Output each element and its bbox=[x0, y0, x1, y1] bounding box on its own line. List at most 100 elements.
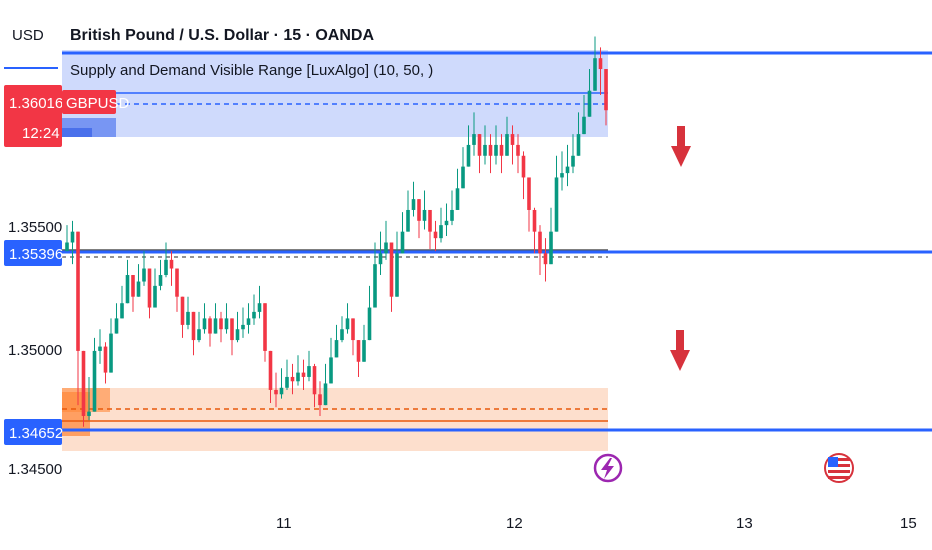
symbol-label: GBPUSD bbox=[66, 95, 130, 112]
candle-body bbox=[153, 285, 157, 308]
candle-body bbox=[318, 394, 322, 406]
candle-body bbox=[87, 411, 91, 416]
candle-body bbox=[208, 318, 212, 334]
flash-event-icon[interactable] bbox=[593, 453, 623, 483]
candle-body bbox=[593, 58, 597, 91]
candle-body bbox=[175, 268, 179, 297]
candle-body bbox=[565, 166, 570, 174]
currency-label[interactable]: USD bbox=[12, 27, 44, 44]
candle-body bbox=[224, 318, 229, 330]
candle-body bbox=[521, 155, 526, 178]
symbol-tag: GBPUSD bbox=[62, 90, 130, 114]
candle-body bbox=[362, 340, 366, 362]
candle-body bbox=[142, 268, 146, 282]
candle-body bbox=[70, 231, 75, 243]
candle-body bbox=[268, 350, 273, 390]
candle-body bbox=[202, 318, 207, 330]
candle-body bbox=[257, 303, 262, 312]
candle-body bbox=[477, 134, 482, 156]
candle-body bbox=[422, 209, 427, 221]
current-price-tag[interactable]: 1.36016 12:24 bbox=[4, 85, 63, 147]
price-tick-1: 1.35500 bbox=[8, 219, 62, 236]
level-tag-2[interactable]: 1.34652 bbox=[4, 419, 63, 445]
candle-body bbox=[499, 144, 504, 156]
candle-body bbox=[197, 329, 201, 341]
candle-body bbox=[395, 253, 399, 297]
candle-body bbox=[114, 318, 119, 334]
candle-body bbox=[147, 268, 152, 308]
candle-body bbox=[329, 357, 333, 384]
candle-body bbox=[323, 383, 328, 406]
candle-body bbox=[406, 209, 410, 232]
candle-body bbox=[356, 340, 361, 362]
candle-body bbox=[400, 231, 405, 254]
level-tag-2-value: 1.34652 bbox=[9, 425, 63, 442]
candle-body bbox=[345, 318, 350, 330]
candle-body bbox=[186, 311, 190, 325]
candle-body bbox=[191, 311, 196, 341]
candle-body bbox=[164, 259, 168, 276]
candle-body bbox=[92, 350, 97, 412]
demand-zone bbox=[62, 388, 608, 451]
candle-body bbox=[125, 275, 130, 304]
candle-body bbox=[433, 231, 438, 239]
candle-body bbox=[367, 307, 372, 341]
candle-body bbox=[560, 173, 564, 178]
candle-body bbox=[378, 253, 383, 265]
candle-body bbox=[494, 144, 498, 156]
candle-body bbox=[158, 275, 163, 286]
candle-body bbox=[510, 134, 515, 145]
candle-body bbox=[587, 90, 592, 117]
candle-body bbox=[230, 318, 234, 341]
price-tick-2: 1.35000 bbox=[8, 342, 62, 359]
candle-body bbox=[516, 144, 520, 156]
candle-body bbox=[598, 58, 603, 70]
candle-body bbox=[582, 116, 586, 135]
candle-body bbox=[543, 253, 548, 265]
candle-body bbox=[131, 275, 135, 297]
candle-body bbox=[428, 209, 432, 232]
level-tag-1[interactable]: 1.35396 bbox=[4, 240, 63, 266]
candles-group bbox=[65, 36, 608, 427]
us-flag-event-icon[interactable] bbox=[824, 453, 854, 483]
time-tick-12: 12 bbox=[506, 515, 523, 532]
candle-body bbox=[296, 372, 300, 382]
candle-body bbox=[290, 376, 295, 382]
candle-body bbox=[505, 134, 509, 156]
candle-body bbox=[169, 259, 174, 269]
candle-body bbox=[549, 231, 553, 265]
candle-body bbox=[488, 144, 493, 156]
candle-body bbox=[81, 350, 86, 416]
candle-body bbox=[312, 366, 317, 395]
countdown-timer: 12:24 bbox=[22, 125, 60, 142]
candle-body bbox=[483, 144, 487, 156]
candle-body bbox=[472, 134, 476, 145]
candle-body bbox=[439, 225, 443, 239]
candle-body bbox=[604, 69, 608, 111]
candle-body bbox=[235, 329, 240, 341]
down-arrow-1 bbox=[671, 126, 691, 167]
candle-body bbox=[334, 340, 339, 358]
supply-volume-profile-2 bbox=[62, 128, 92, 137]
candle-body bbox=[136, 281, 141, 297]
indicator-label[interactable]: Supply and Demand Visible Range [LuxAlgo… bbox=[70, 62, 433, 79]
candle-body bbox=[76, 231, 80, 351]
time-tick-13: 13 bbox=[736, 515, 753, 532]
candle-body bbox=[340, 329, 344, 341]
candle-body bbox=[411, 199, 416, 210]
current-price-value: 1.36016 bbox=[9, 95, 63, 112]
price-tick-3: 1.34500 bbox=[8, 461, 62, 478]
candle-body bbox=[301, 372, 306, 377]
candle-body bbox=[527, 177, 531, 210]
candle-body bbox=[263, 303, 267, 351]
candle-body bbox=[109, 333, 113, 373]
down-arrow-2 bbox=[670, 330, 690, 371]
candle-body bbox=[98, 346, 102, 351]
candle-body bbox=[571, 155, 575, 167]
time-tick-11: 11 bbox=[276, 515, 292, 532]
candle-body bbox=[219, 318, 223, 330]
candle-body bbox=[252, 311, 256, 319]
candle-body bbox=[461, 166, 465, 189]
candle-body bbox=[65, 242, 69, 252]
